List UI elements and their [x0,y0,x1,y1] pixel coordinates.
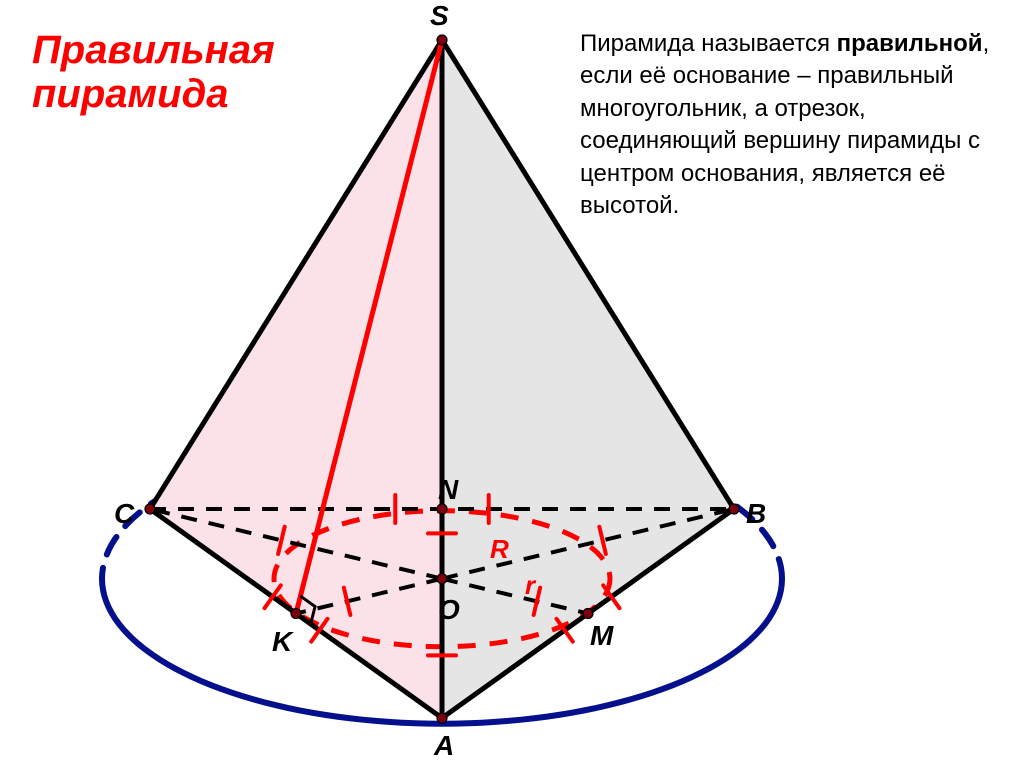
label-B: B [746,498,766,530]
label-R: R [490,534,509,565]
label-A: A [434,730,454,762]
def-bold: правильной [837,30,983,57]
label-K: K [272,626,292,658]
title-line1: Правильная [32,28,275,72]
title-line2: пирамида [32,72,229,116]
label-S: S [430,0,449,32]
label-r: r [525,570,535,601]
def-post: , если её основание – правильный многоуг… [580,30,989,219]
def-pre: Пирамида называется [580,30,837,57]
label-M: M [590,620,613,652]
label-C: C [114,498,134,530]
definition-text: Пирамида называется правильной, если её … [580,28,1000,222]
label-N: N [438,474,458,506]
label-O: O [438,594,460,626]
page-title: Правильная пирамида [32,28,275,116]
